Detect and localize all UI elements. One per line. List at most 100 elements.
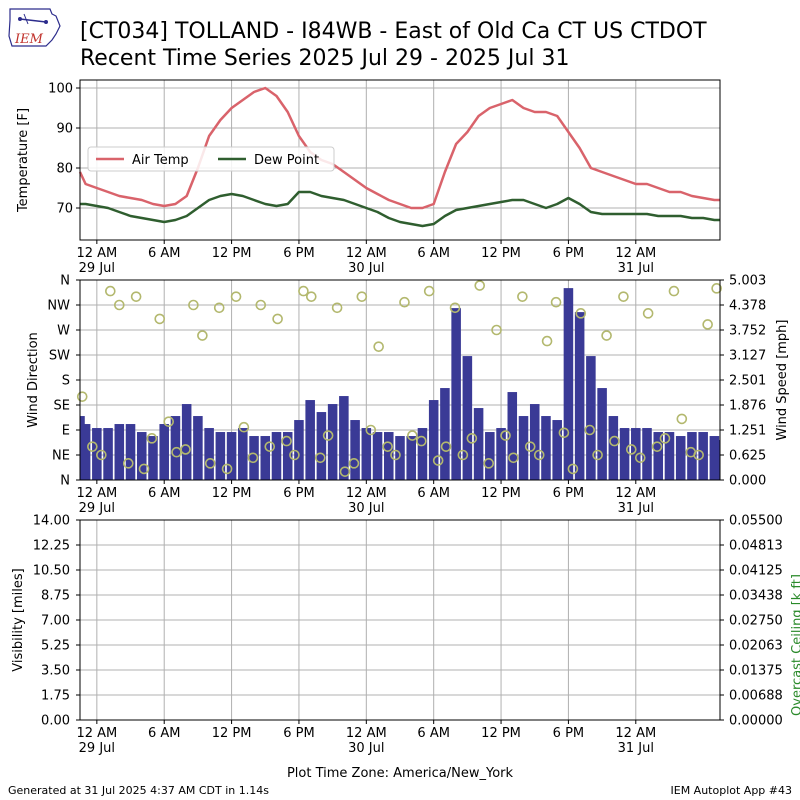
wind-direction-point <box>122 458 134 469</box>
wind-speed-bar <box>316 412 327 480</box>
ceiling-tick-label: 0.02750 <box>729 614 783 629</box>
wind-speed-bar <box>204 428 214 480</box>
direction-tick-label: S <box>62 374 70 389</box>
wind-direction-point <box>601 330 612 341</box>
x-tick-date-label: 30 Jul <box>348 501 384 516</box>
x-tick-label: 12 PM <box>212 486 252 501</box>
x-tick-label: 6 AM <box>417 726 450 741</box>
y-tick-label: 90 <box>56 122 73 137</box>
x-tick-label: 6 AM <box>148 726 181 741</box>
wind-direction-point <box>238 421 250 433</box>
chart-subtitle: Recent Time Series 2025 Jul 29 - 2025 Ju… <box>80 46 570 71</box>
wind-direction-point <box>399 296 410 308</box>
dew-point-line <box>80 190 720 228</box>
wind-direction-point <box>634 452 646 464</box>
wind-speed-bar <box>631 428 641 480</box>
wind-direction-point <box>373 341 384 352</box>
wind-speed-bar <box>664 432 675 480</box>
direction-tick-label: N <box>60 274 70 289</box>
wind-speed-bar <box>709 436 720 480</box>
wind-speed-bar <box>215 432 226 480</box>
generated-timestamp: Generated at 31 Jul 2025 4:37 AM CDT in … <box>8 784 269 797</box>
wind-speed-bar <box>485 432 495 480</box>
air-temp-line <box>78 86 720 210</box>
wind-direction-point <box>348 458 360 469</box>
wind-direction-point <box>567 463 579 475</box>
wind-speed-bar <box>148 436 158 480</box>
x-tick-label: 12 AM <box>615 726 656 741</box>
wind-speed-bar <box>271 432 282 480</box>
x-axis-label: Plot Time Zone: America/New_York <box>287 766 514 781</box>
speed-tick-label: 2.501 <box>729 374 766 389</box>
wind-direction-point <box>440 441 452 452</box>
ceiling-tick-label: 0.04125 <box>729 564 783 579</box>
visibility-tick-label: 3.50 <box>41 664 70 679</box>
wind-direction-point <box>541 335 553 347</box>
wind-speed-bar <box>518 416 529 480</box>
wind-direction-point <box>390 449 401 461</box>
x-tick-label: 6 PM <box>283 486 314 501</box>
legend-box <box>87 146 335 172</box>
wind-direction-point <box>533 449 545 461</box>
visibility-tick-label: 10.50 <box>33 564 70 579</box>
speed-tick-label: 0.000 <box>729 474 766 489</box>
wind-direction-point <box>113 299 125 311</box>
wind-speed-bar <box>529 404 540 480</box>
wind-speed-bar <box>350 420 360 480</box>
wind-direction-point <box>625 444 637 455</box>
wind-speed-bar <box>103 428 113 480</box>
wind-direction-point <box>618 291 629 302</box>
wind-speed-bar <box>428 400 439 480</box>
x-tick-date-label: 31 Jul <box>618 741 654 756</box>
y-axis-label: Visibility [miles] <box>11 568 26 671</box>
wind-speed-bar <box>372 432 383 480</box>
wind-direction-point <box>423 285 435 297</box>
visibility-tick-label: 5.25 <box>41 639 70 654</box>
wind-speed-bar <box>339 396 349 480</box>
wind-direction-point <box>609 435 620 447</box>
wind-speed-bar <box>114 424 125 480</box>
wind-direction-point <box>163 416 175 427</box>
plot-frame <box>79 279 721 481</box>
wind-direction-point <box>138 463 150 475</box>
x-tick-label: 12 AM <box>346 486 387 501</box>
wind-direction-point <box>711 283 722 294</box>
x-tick-label: 12 AM <box>615 486 656 501</box>
wind-direction-point <box>281 435 292 447</box>
wind-direction-point <box>491 324 502 336</box>
svg-text:IEM: IEM <box>14 32 44 47</box>
speed-tick-label: 0.625 <box>729 449 766 464</box>
wind-speed-bar <box>496 428 506 480</box>
visibility-tick-label: 7.00 <box>41 614 70 629</box>
wind-direction-point <box>508 452 519 464</box>
ceiling-tick-label: 0.03438 <box>729 589 783 604</box>
visibility-tick-label: 12.25 <box>33 539 70 554</box>
wind-direction-point <box>247 452 259 464</box>
wind-direction-point <box>356 291 368 302</box>
direction-tick-label: SE <box>54 399 70 414</box>
wind-direction-point <box>204 458 216 469</box>
ceiling-tick-label: 0.01375 <box>729 664 783 679</box>
wind-speed-bar <box>563 288 574 480</box>
wind-direction-point <box>668 285 680 297</box>
direction-tick-label: SW <box>49 349 70 364</box>
visibility-tick-label: 8.75 <box>41 589 70 604</box>
wind-direction-point <box>517 291 528 302</box>
wind-direction-point <box>432 455 444 466</box>
x-tick-label: 6 AM <box>148 486 181 501</box>
x-tick-label: 12 AM <box>76 726 117 741</box>
x-tick-label: 6 AM <box>417 486 450 501</box>
speed-tick-label: 1.251 <box>729 424 766 439</box>
wind-speed-bar <box>574 312 585 480</box>
ceiling-tick-label: 0.04813 <box>729 539 783 554</box>
y-tick-label: 70 <box>56 202 73 217</box>
y-axis-label: Temperature [F] <box>16 108 31 213</box>
wind-direction-point <box>188 299 199 311</box>
wind-direction-point <box>146 433 158 444</box>
wind-speed-bar <box>507 392 518 480</box>
speed-tick-label: 3.752 <box>729 324 766 339</box>
wind-direction-point <box>474 280 486 291</box>
ceiling-tick-label: 0.00000 <box>729 714 783 729</box>
wind-direction-point <box>130 291 142 302</box>
x-tick-label: 12 AM <box>346 726 387 741</box>
